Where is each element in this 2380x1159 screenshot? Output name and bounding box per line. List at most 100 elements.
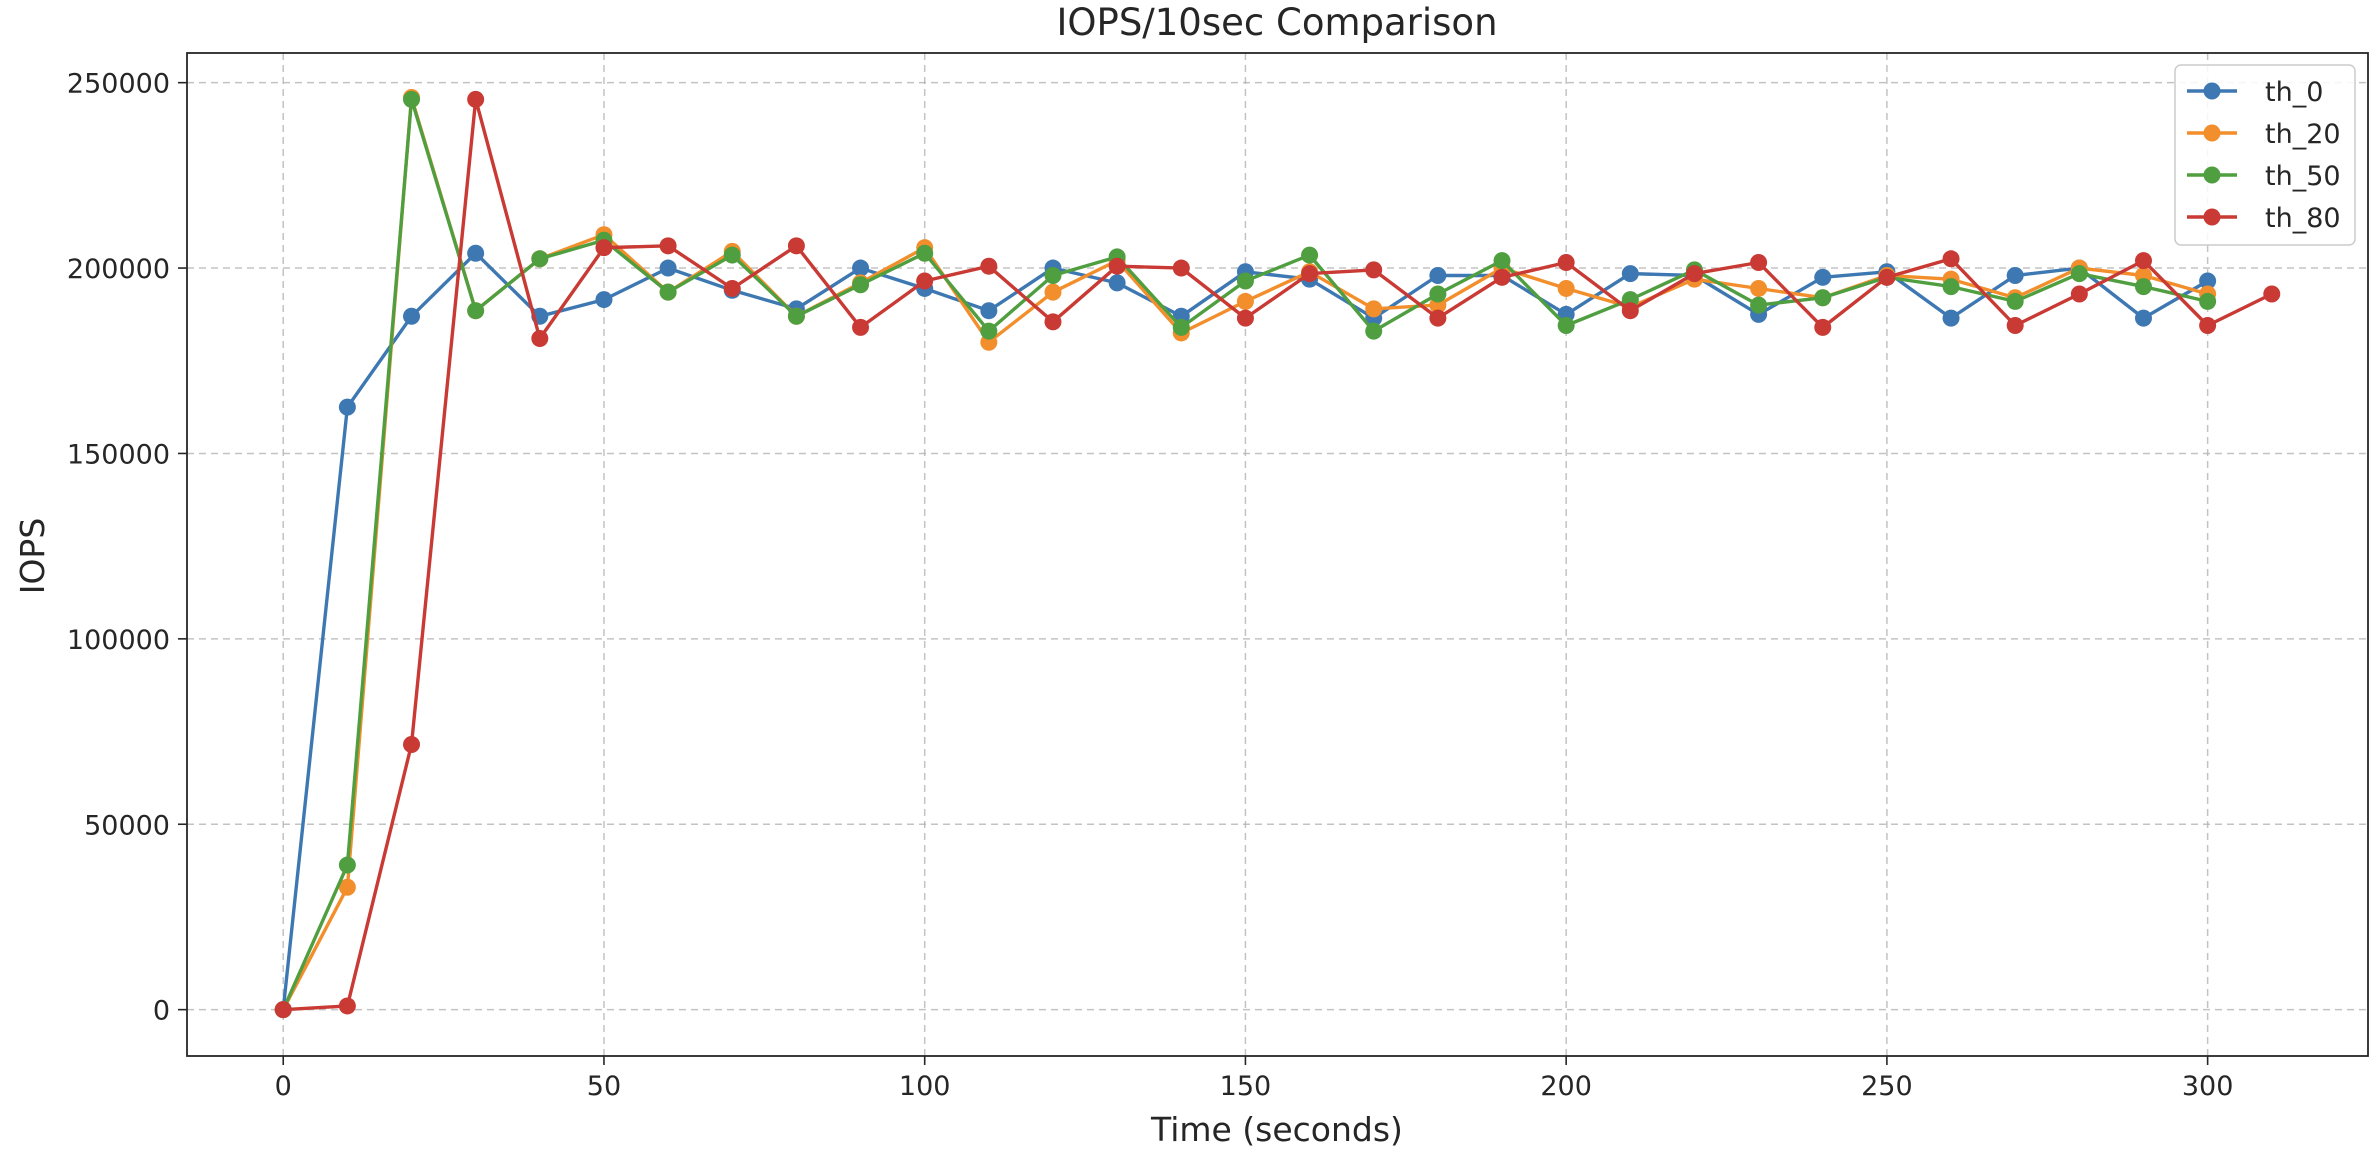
data-point xyxy=(1108,274,1126,292)
data-point xyxy=(980,322,998,340)
grid-layer xyxy=(187,53,2368,1056)
data-point xyxy=(787,307,805,325)
data-point xyxy=(1429,285,1447,303)
data-point xyxy=(1044,313,1062,331)
legend-marker xyxy=(2203,166,2221,184)
data-point xyxy=(595,239,613,257)
legend-marker xyxy=(2203,82,2221,100)
data-point xyxy=(403,90,421,108)
legend: th_0 th_20 th_50 th_80 xyxy=(2174,64,2356,246)
data-point xyxy=(2199,272,2217,290)
data-point xyxy=(1301,246,1319,264)
x-tick-label: 250 xyxy=(1861,1071,1913,1102)
y-tick-label: 250000 xyxy=(67,69,170,100)
legend-marker xyxy=(2203,208,2221,226)
data-point xyxy=(1621,265,1639,283)
legend-item-th_50: th_50 xyxy=(2187,161,2341,192)
data-point xyxy=(1236,272,1254,290)
data-point xyxy=(403,307,421,325)
data-point xyxy=(2006,317,2024,335)
data-point xyxy=(403,736,421,754)
x-tick-label: 0 xyxy=(275,1071,292,1102)
series-layer xyxy=(274,88,2281,1019)
data-point xyxy=(1429,266,1447,284)
x-axis-label: Time (seconds) xyxy=(1150,1110,1403,1149)
data-point xyxy=(1942,250,1960,268)
data-point xyxy=(852,318,870,336)
data-point xyxy=(2134,309,2152,327)
data-point xyxy=(916,272,934,290)
series-th_80 xyxy=(274,90,2281,1019)
data-point xyxy=(1814,318,1832,336)
data-point xyxy=(659,259,677,277)
data-point xyxy=(1621,302,1639,320)
data-point xyxy=(1172,318,1190,336)
legend-label: th_0 xyxy=(2265,77,2323,108)
data-point xyxy=(2006,266,2024,284)
legend-label: th_50 xyxy=(2265,161,2341,192)
x-tick-label: 300 xyxy=(2182,1071,2234,1102)
data-point xyxy=(659,283,677,301)
y-tick-label: 200000 xyxy=(67,254,170,285)
data-point xyxy=(1236,309,1254,327)
legend-item-th_20: th_20 xyxy=(2187,119,2341,150)
data-point xyxy=(1942,309,1960,327)
legend-item-th_0: th_0 xyxy=(2187,77,2323,108)
data-point xyxy=(1301,265,1319,283)
data-point xyxy=(1557,317,1575,335)
legend-item-th_80: th_80 xyxy=(2187,203,2341,234)
x-tick-label: 200 xyxy=(1540,1071,1592,1102)
data-point xyxy=(980,257,998,275)
data-point xyxy=(2134,278,2152,296)
data-point xyxy=(1750,279,1768,297)
y-axis-ticks: 0 50000 100000 150000 200000 250000 xyxy=(67,69,187,1027)
series-th_20 xyxy=(274,88,2217,1019)
data-point xyxy=(1365,300,1383,318)
data-point xyxy=(2070,265,2088,283)
data-point xyxy=(1814,268,1832,286)
data-point xyxy=(1108,257,1126,275)
data-point xyxy=(2199,317,2217,335)
data-point xyxy=(1044,283,1062,301)
x-axis-ticks: 0 50 100 150 200 250 300 xyxy=(275,1056,2234,1102)
data-point xyxy=(338,398,356,416)
data-point xyxy=(916,244,934,262)
data-point xyxy=(2199,292,2217,310)
data-point xyxy=(1878,268,1896,286)
x-tick-label: 50 xyxy=(587,1071,621,1102)
data-point xyxy=(2263,285,2281,303)
data-point xyxy=(1236,292,1254,310)
data-point xyxy=(1750,253,1768,271)
data-point xyxy=(852,259,870,277)
data-point xyxy=(1044,266,1062,284)
y-tick-label: 0 xyxy=(153,996,170,1027)
data-point xyxy=(2070,285,2088,303)
data-point xyxy=(338,856,356,874)
y-tick-label: 50000 xyxy=(84,810,170,841)
data-point xyxy=(595,291,613,309)
data-point xyxy=(1685,265,1703,283)
data-point xyxy=(1493,268,1511,286)
data-point xyxy=(531,330,549,348)
legend-marker xyxy=(2203,124,2221,142)
data-point xyxy=(1557,279,1575,297)
data-point xyxy=(1493,252,1511,270)
data-point xyxy=(1557,253,1575,271)
data-point xyxy=(1365,322,1383,340)
data-point xyxy=(338,997,356,1015)
data-point xyxy=(1429,309,1447,327)
data-point xyxy=(1365,261,1383,279)
data-point xyxy=(723,279,741,297)
series-th_50 xyxy=(274,90,2217,1019)
chart-title: IOPS/10sec Comparison xyxy=(1056,1,1497,44)
y-tick-label: 150000 xyxy=(67,439,170,470)
data-point xyxy=(467,302,485,320)
data-point xyxy=(1172,259,1190,277)
data-point xyxy=(787,237,805,255)
plot-frame xyxy=(186,52,2369,1057)
data-point xyxy=(659,237,677,255)
series-line xyxy=(283,97,2273,1012)
data-point xyxy=(723,246,741,264)
